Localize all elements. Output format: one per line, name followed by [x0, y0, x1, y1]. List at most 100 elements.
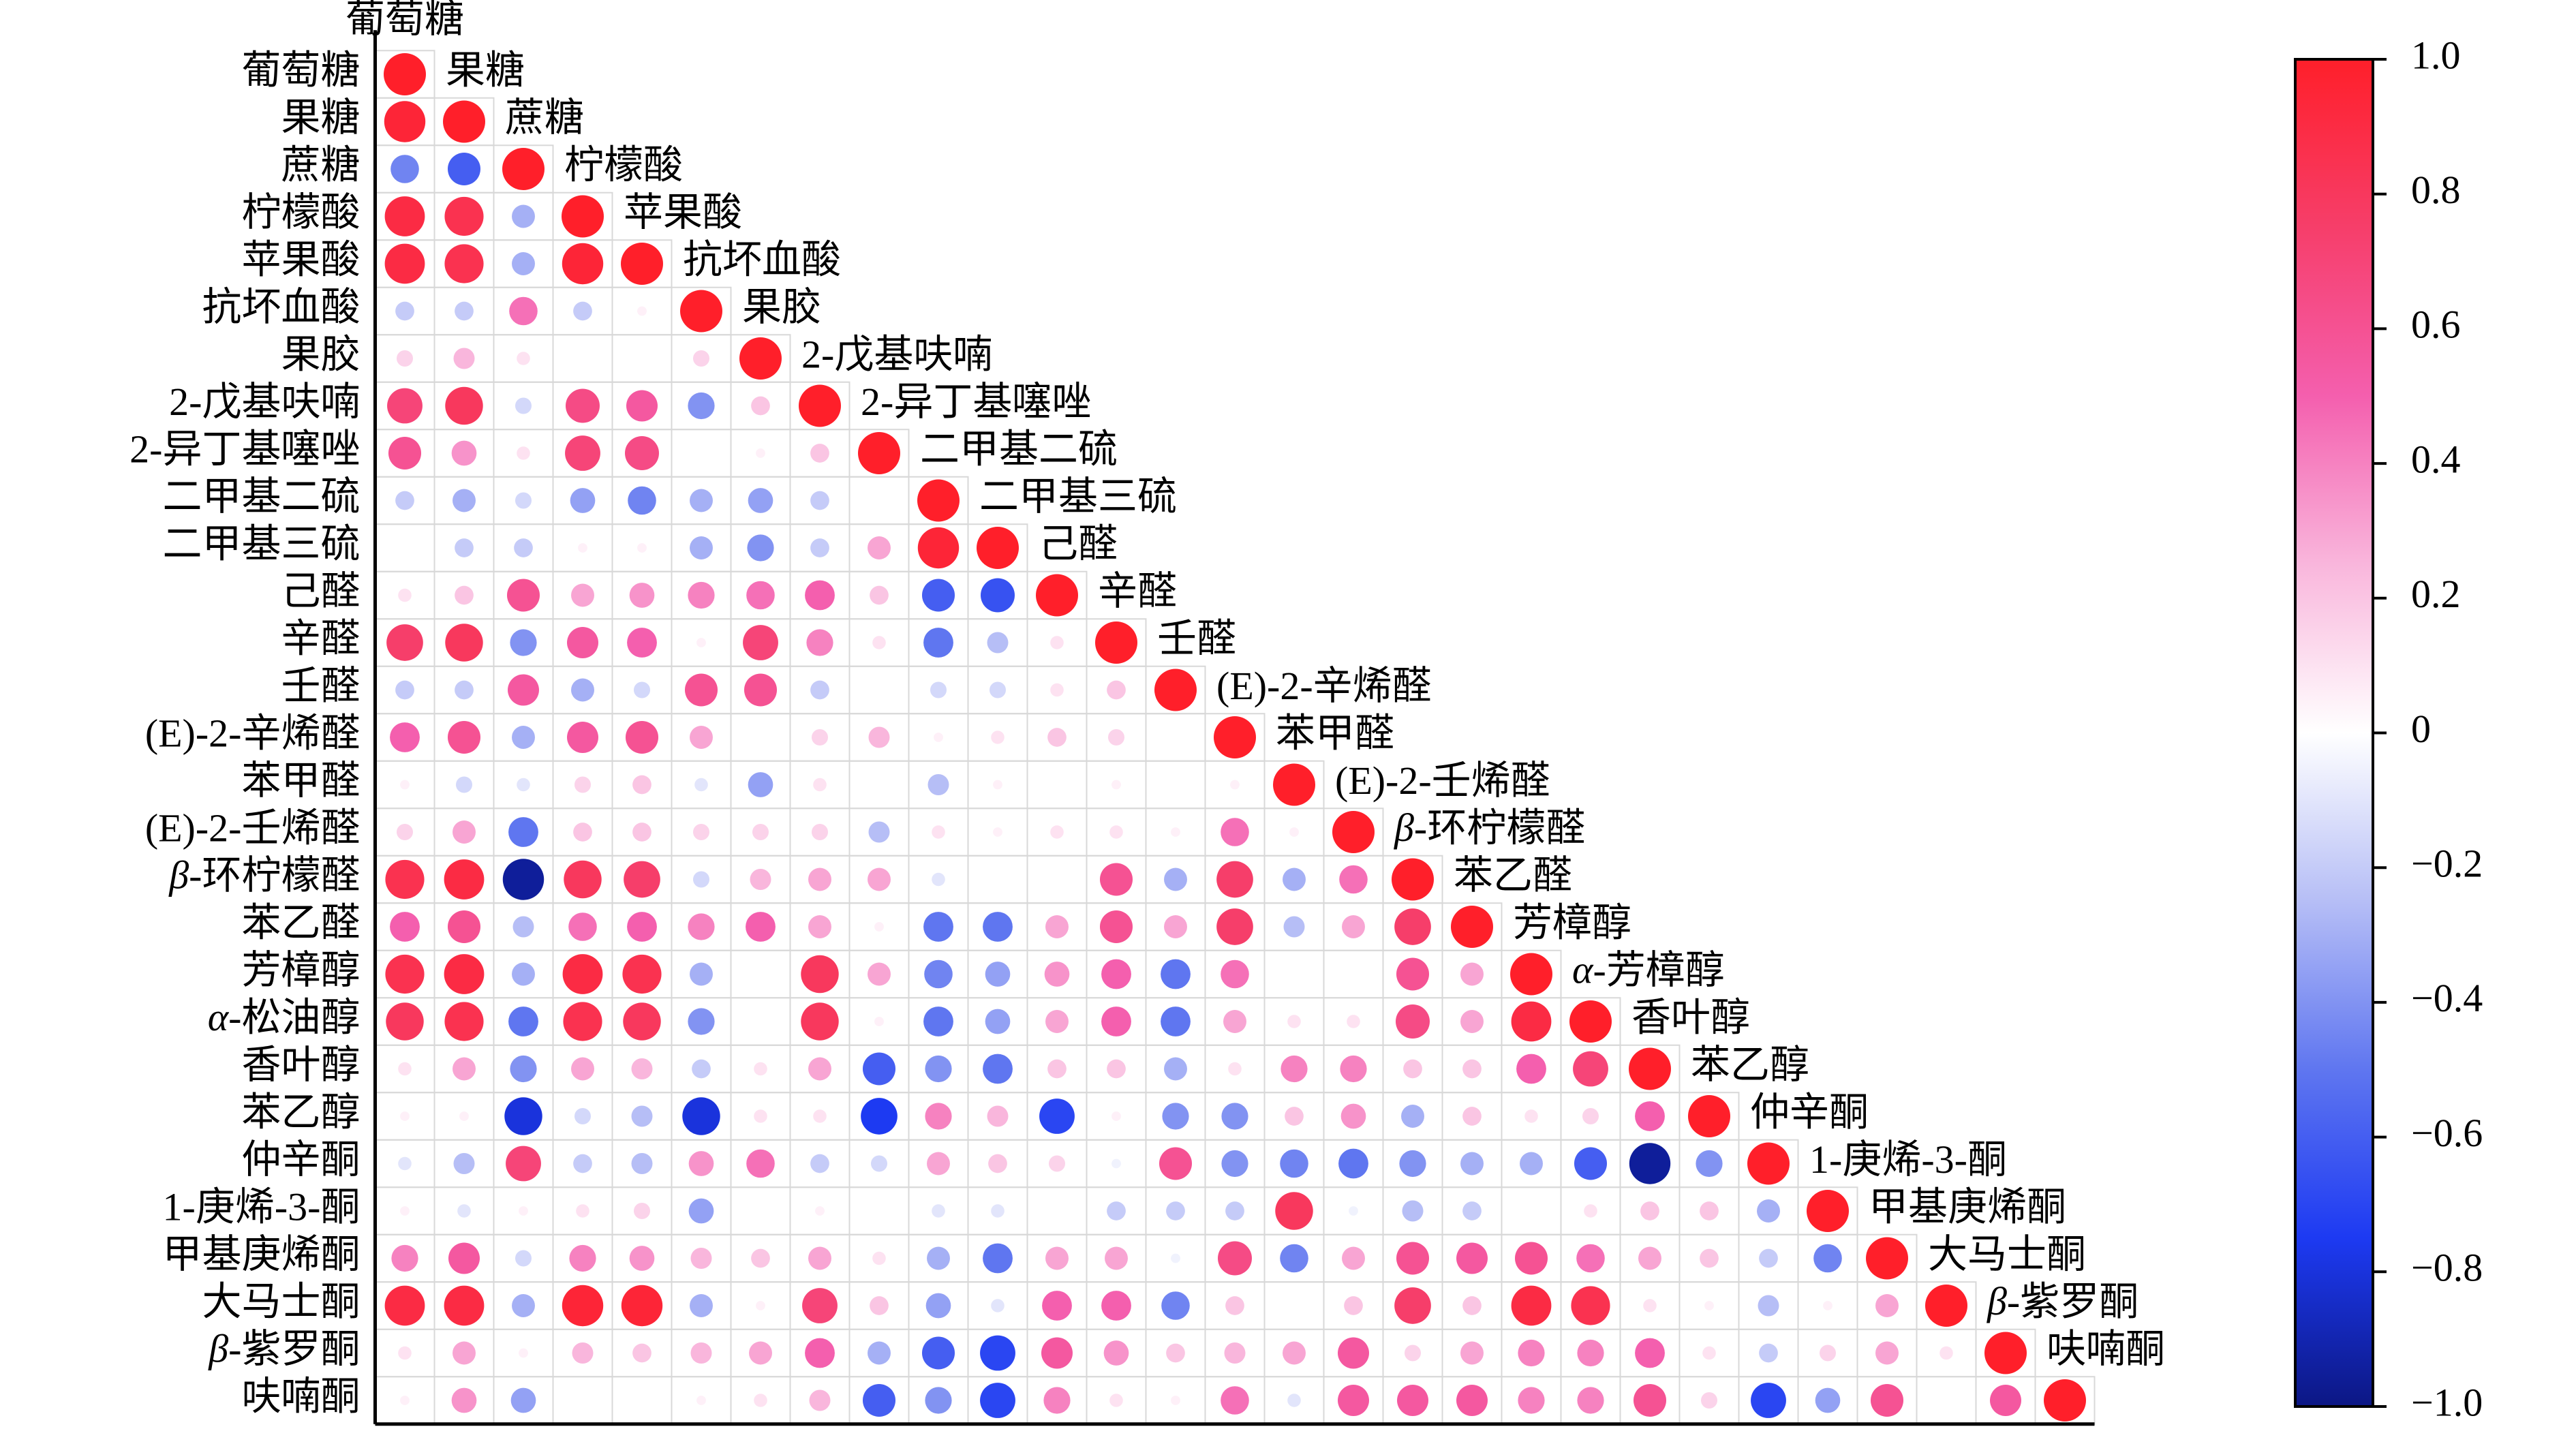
corr-circle	[813, 778, 827, 792]
corr-circle	[573, 823, 592, 842]
corr-circle	[980, 1335, 1015, 1371]
corr-circle	[688, 581, 715, 609]
corr-circle	[453, 820, 476, 844]
corr-circle	[1050, 683, 1064, 697]
corr-circle	[1397, 1385, 1428, 1416]
corr-circle	[692, 350, 710, 367]
corr-circle	[578, 543, 587, 553]
corr-circle	[510, 1055, 537, 1083]
y-tick-label: 己醛	[281, 569, 360, 613]
corr-circle	[398, 1156, 412, 1171]
corr-circle	[750, 869, 771, 890]
colorbar-tick-label: −0.4	[2411, 976, 2483, 1020]
corr-circle	[1036, 574, 1078, 617]
corr-circle	[633, 1202, 651, 1220]
corr-circle	[443, 100, 485, 143]
corr-circle	[1518, 1387, 1545, 1414]
corr-circle	[980, 1383, 1015, 1418]
corr-circle	[805, 580, 835, 611]
x-tick-label: 香叶醇	[1631, 995, 1750, 1039]
corr-circle	[810, 538, 829, 557]
corr-circle	[989, 681, 1007, 698]
x-tick-label: 呋喃酮	[2046, 1327, 2165, 1371]
corr-circle	[868, 962, 891, 986]
corr-circle	[512, 962, 535, 986]
corr-circle	[508, 674, 539, 706]
corr-circle	[384, 243, 425, 284]
corr-circle	[754, 1109, 767, 1123]
x-tick-label: 苯甲醛	[1276, 711, 1394, 755]
y-tick-label: β-环柠檬醛	[168, 853, 360, 897]
corr-circle	[930, 681, 947, 698]
corr-circle	[390, 722, 420, 752]
corr-circle	[690, 1248, 712, 1269]
corr-circle	[1101, 1291, 1131, 1321]
corr-circle	[453, 1341, 476, 1365]
corr-circle	[815, 1206, 825, 1216]
corr-circle	[1050, 825, 1064, 839]
corr-circle	[1171, 1253, 1180, 1263]
corr-circle	[870, 1155, 888, 1172]
corr-circle	[1045, 1246, 1069, 1270]
corr-circle	[447, 720, 481, 754]
corr-circle	[400, 780, 410, 790]
corr-circle	[1516, 1054, 1546, 1084]
corr-circle	[754, 1394, 767, 1407]
corr-circle	[400, 1206, 410, 1216]
corr-circle	[927, 1152, 950, 1176]
cell	[611, 1376, 673, 1425]
corr-circle	[752, 823, 769, 841]
corr-circle	[631, 1105, 653, 1127]
corr-circle	[1045, 1010, 1069, 1033]
corr-circle	[1688, 1095, 1730, 1137]
corr-circle	[515, 397, 532, 414]
corr-circle	[1511, 1285, 1552, 1326]
corr-circle	[573, 301, 592, 321]
corr-circle	[743, 625, 778, 660]
corr-circle	[756, 448, 765, 458]
x-tick-label: 二甲基三硫	[979, 474, 1177, 519]
cell	[848, 1186, 910, 1235]
corr-circle	[868, 867, 891, 891]
corr-circle	[451, 440, 477, 466]
corr-circle	[813, 1109, 827, 1123]
corr-circle	[506, 1146, 541, 1182]
corr-circle	[739, 337, 782, 380]
corr-circle	[622, 954, 662, 994]
corr-circle	[690, 726, 713, 749]
corr-circle	[512, 204, 535, 228]
corr-circle	[626, 390, 658, 422]
corr-circle	[688, 913, 715, 940]
cell	[848, 476, 910, 525]
x-tick-label: 抗坏血酸	[683, 237, 841, 281]
corr-circle	[1159, 1147, 1193, 1180]
corr-circle	[1225, 1296, 1244, 1315]
corr-circle	[688, 1151, 714, 1176]
cell	[1323, 949, 1384, 999]
corr-circle	[1166, 1201, 1185, 1220]
corr-circle	[506, 579, 540, 612]
corr-circle	[1287, 1015, 1301, 1028]
corr-circle	[1050, 636, 1064, 649]
y-tick-label: β-紫罗酮	[208, 1327, 360, 1371]
corr-circle	[749, 1341, 772, 1365]
corr-circle	[917, 527, 960, 569]
corr-circle	[977, 527, 1019, 569]
colorbar-tick-label: 0.4	[2411, 437, 2461, 481]
colorbar-tick-label: 0.6	[2411, 303, 2461, 347]
corr-circle	[631, 1153, 653, 1174]
corr-circle	[751, 396, 770, 416]
corr-circle	[1283, 1341, 1306, 1365]
corr-circle	[748, 772, 773, 797]
corr-circle	[696, 638, 706, 647]
corr-circle	[1101, 959, 1131, 989]
corr-circle	[564, 860, 602, 899]
corr-circle	[517, 352, 530, 365]
corr-circle	[993, 780, 1002, 790]
corr-circle	[1221, 959, 1249, 989]
corr-circle	[1111, 780, 1121, 790]
colorbar	[2294, 58, 2374, 1408]
x-tick-label: 苯乙醇	[1691, 1043, 1809, 1087]
corr-circle	[508, 1007, 538, 1036]
corr-circle	[1518, 1339, 1545, 1367]
